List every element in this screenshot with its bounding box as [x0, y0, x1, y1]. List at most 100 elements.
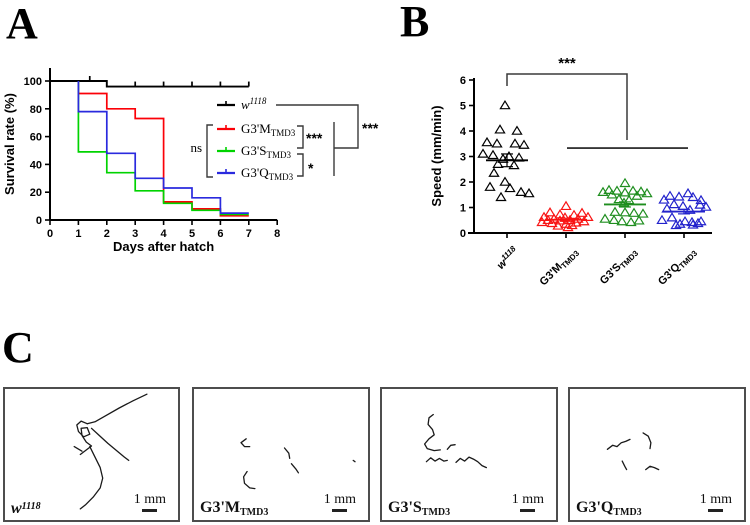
scatter-point-G3'Q [664, 190, 676, 200]
scatter-point-G3'M [554, 209, 566, 219]
scatter-point-w [497, 153, 509, 163]
scatter-point-G3'Q [668, 198, 680, 209]
panel-a-letter: A [6, 0, 38, 48]
survival-y-tick-label: 80 [30, 104, 42, 116]
scatter-point-G3'M [552, 220, 564, 230]
scatter-point-G3'S [619, 187, 631, 197]
scatter-point-w [508, 159, 520, 170]
larva-trace [290, 463, 300, 474]
ns-bracket [206, 124, 213, 178]
survival-y-axis-title: Survival rate (%) [2, 93, 17, 195]
scatter-point-w [511, 125, 523, 135]
survival-x-tick-label: 4 [161, 228, 168, 240]
scale-bar: 1 mm [134, 492, 166, 512]
scatter-point-G3'Q [694, 199, 706, 209]
scatter-point-w [503, 150, 515, 161]
scatter-point-G3'S [619, 207, 631, 217]
survival-y-tick-label: 100 [24, 76, 42, 88]
scatter-point-G3'Q [661, 203, 673, 213]
scatter-point-G3'Q [670, 219, 682, 230]
scale-bar-label: 1 mm [511, 492, 544, 507]
scatter-point-w [504, 182, 516, 193]
scatter-point-G3'S [609, 206, 621, 216]
larva-trace [645, 465, 660, 471]
speed-y-tick-label: 4 [460, 126, 467, 138]
scatter-point-G3'S [625, 216, 637, 227]
trace-box-1: w1118 1 mm [3, 387, 180, 522]
survival-x-tick-label: 7 [246, 228, 252, 240]
larva-trace [86, 393, 148, 425]
legend-label-4: G3'QTMD3 [241, 165, 294, 182]
scatter-point-w [509, 138, 521, 148]
wt-vs-mutants-bracket [276, 104, 359, 149]
survival-x-tick-label: 3 [132, 228, 138, 240]
stat-label-ns: ns [190, 140, 202, 155]
genotype-label: w1118 [11, 500, 41, 517]
scatter-point-G3'S [606, 189, 618, 199]
scatter-point-G3'S [631, 190, 643, 200]
scale-bar: 1 mm [700, 492, 732, 512]
scatter-point-w [499, 99, 511, 110]
scatter-point-G3'Q [692, 217, 704, 228]
speed-y-axis-title: Speed (mm/min) [429, 105, 444, 206]
scatter-point-G3'Q [695, 194, 707, 205]
larva-trace [642, 432, 652, 450]
speed-y-tick-label: 3 [460, 152, 466, 164]
speed-cat-label-4: G3'QTMD3 [656, 245, 700, 289]
speed-y-tick-label: 1 [460, 203, 466, 215]
scatter-point-G3'Q [658, 194, 670, 204]
survival-x-tick-label: 5 [189, 228, 195, 240]
stat-label-m-vs-s: *** [306, 130, 323, 146]
trace-box-2: G3'MTMD3 1 mm [192, 387, 370, 522]
scatter-point-G3'S [619, 177, 631, 188]
scatter-point-w [499, 176, 511, 186]
scatter-point-G3'S [599, 213, 611, 223]
crawling-traces [73, 393, 148, 510]
larva-trace [90, 427, 130, 462]
speed-y-tick-label: 5 [460, 101, 466, 113]
scatter-point-G3'S [597, 186, 609, 196]
scatter-point-G3'Q [673, 191, 685, 201]
scale-bar: 1 mm [324, 492, 356, 512]
crawling-traces [606, 432, 660, 471]
larva-trace [240, 438, 251, 448]
larva-trace [283, 447, 291, 460]
scatter-point-G3'M [536, 216, 548, 227]
scatter-point-G3'M [542, 214, 554, 225]
scale-bar-label: 1 mm [699, 492, 732, 507]
larva-trace [242, 470, 256, 490]
scatter-point-w [518, 139, 530, 149]
legend-label-2: G3'MTMD3 [241, 121, 296, 138]
scatter-point-G3'Q [682, 187, 694, 198]
survival-x-tick-label: 6 [217, 228, 223, 240]
scatter-point-G3'Q [666, 212, 678, 222]
crawling-traces [423, 413, 488, 469]
scatter-point-G3'M [578, 215, 590, 226]
scatter-point-w [513, 152, 525, 162]
scatter-point-G3'M [570, 217, 582, 227]
scatter-point-G3'M [560, 200, 572, 211]
scale-bar-line [708, 509, 724, 512]
scatter-point-G3'Q [700, 201, 712, 211]
bracket-m-vs-s [297, 125, 304, 149]
trace-box-3: G3'STMD3 1 mm [380, 387, 558, 522]
survival-y-tick-label: 40 [30, 159, 42, 171]
panel-c-letter: C [2, 323, 34, 372]
scatter-point-G3'S [623, 194, 635, 205]
panel-b-letter: B [400, 0, 430, 46]
speed-y-tick-label: 6 [460, 75, 466, 87]
scatter-point-G3'S [611, 185, 623, 195]
scale-bar: 1 mm [512, 492, 544, 512]
legend-label-3: G3'STMD3 [241, 143, 291, 160]
scatter-point-G3'M [568, 209, 580, 219]
scatter-point-G3'M [562, 221, 574, 232]
larva-trace [423, 413, 441, 452]
scatter-point-G3'M [582, 211, 594, 221]
scatter-point-G3'S [628, 207, 640, 217]
legend-label-1: w1118 [241, 96, 267, 112]
larva-trace [621, 460, 628, 471]
scale-bar-label: 1 mm [133, 492, 166, 507]
survival-x-tick-label: 0 [47, 228, 53, 240]
scatter-point-w [477, 148, 489, 158]
